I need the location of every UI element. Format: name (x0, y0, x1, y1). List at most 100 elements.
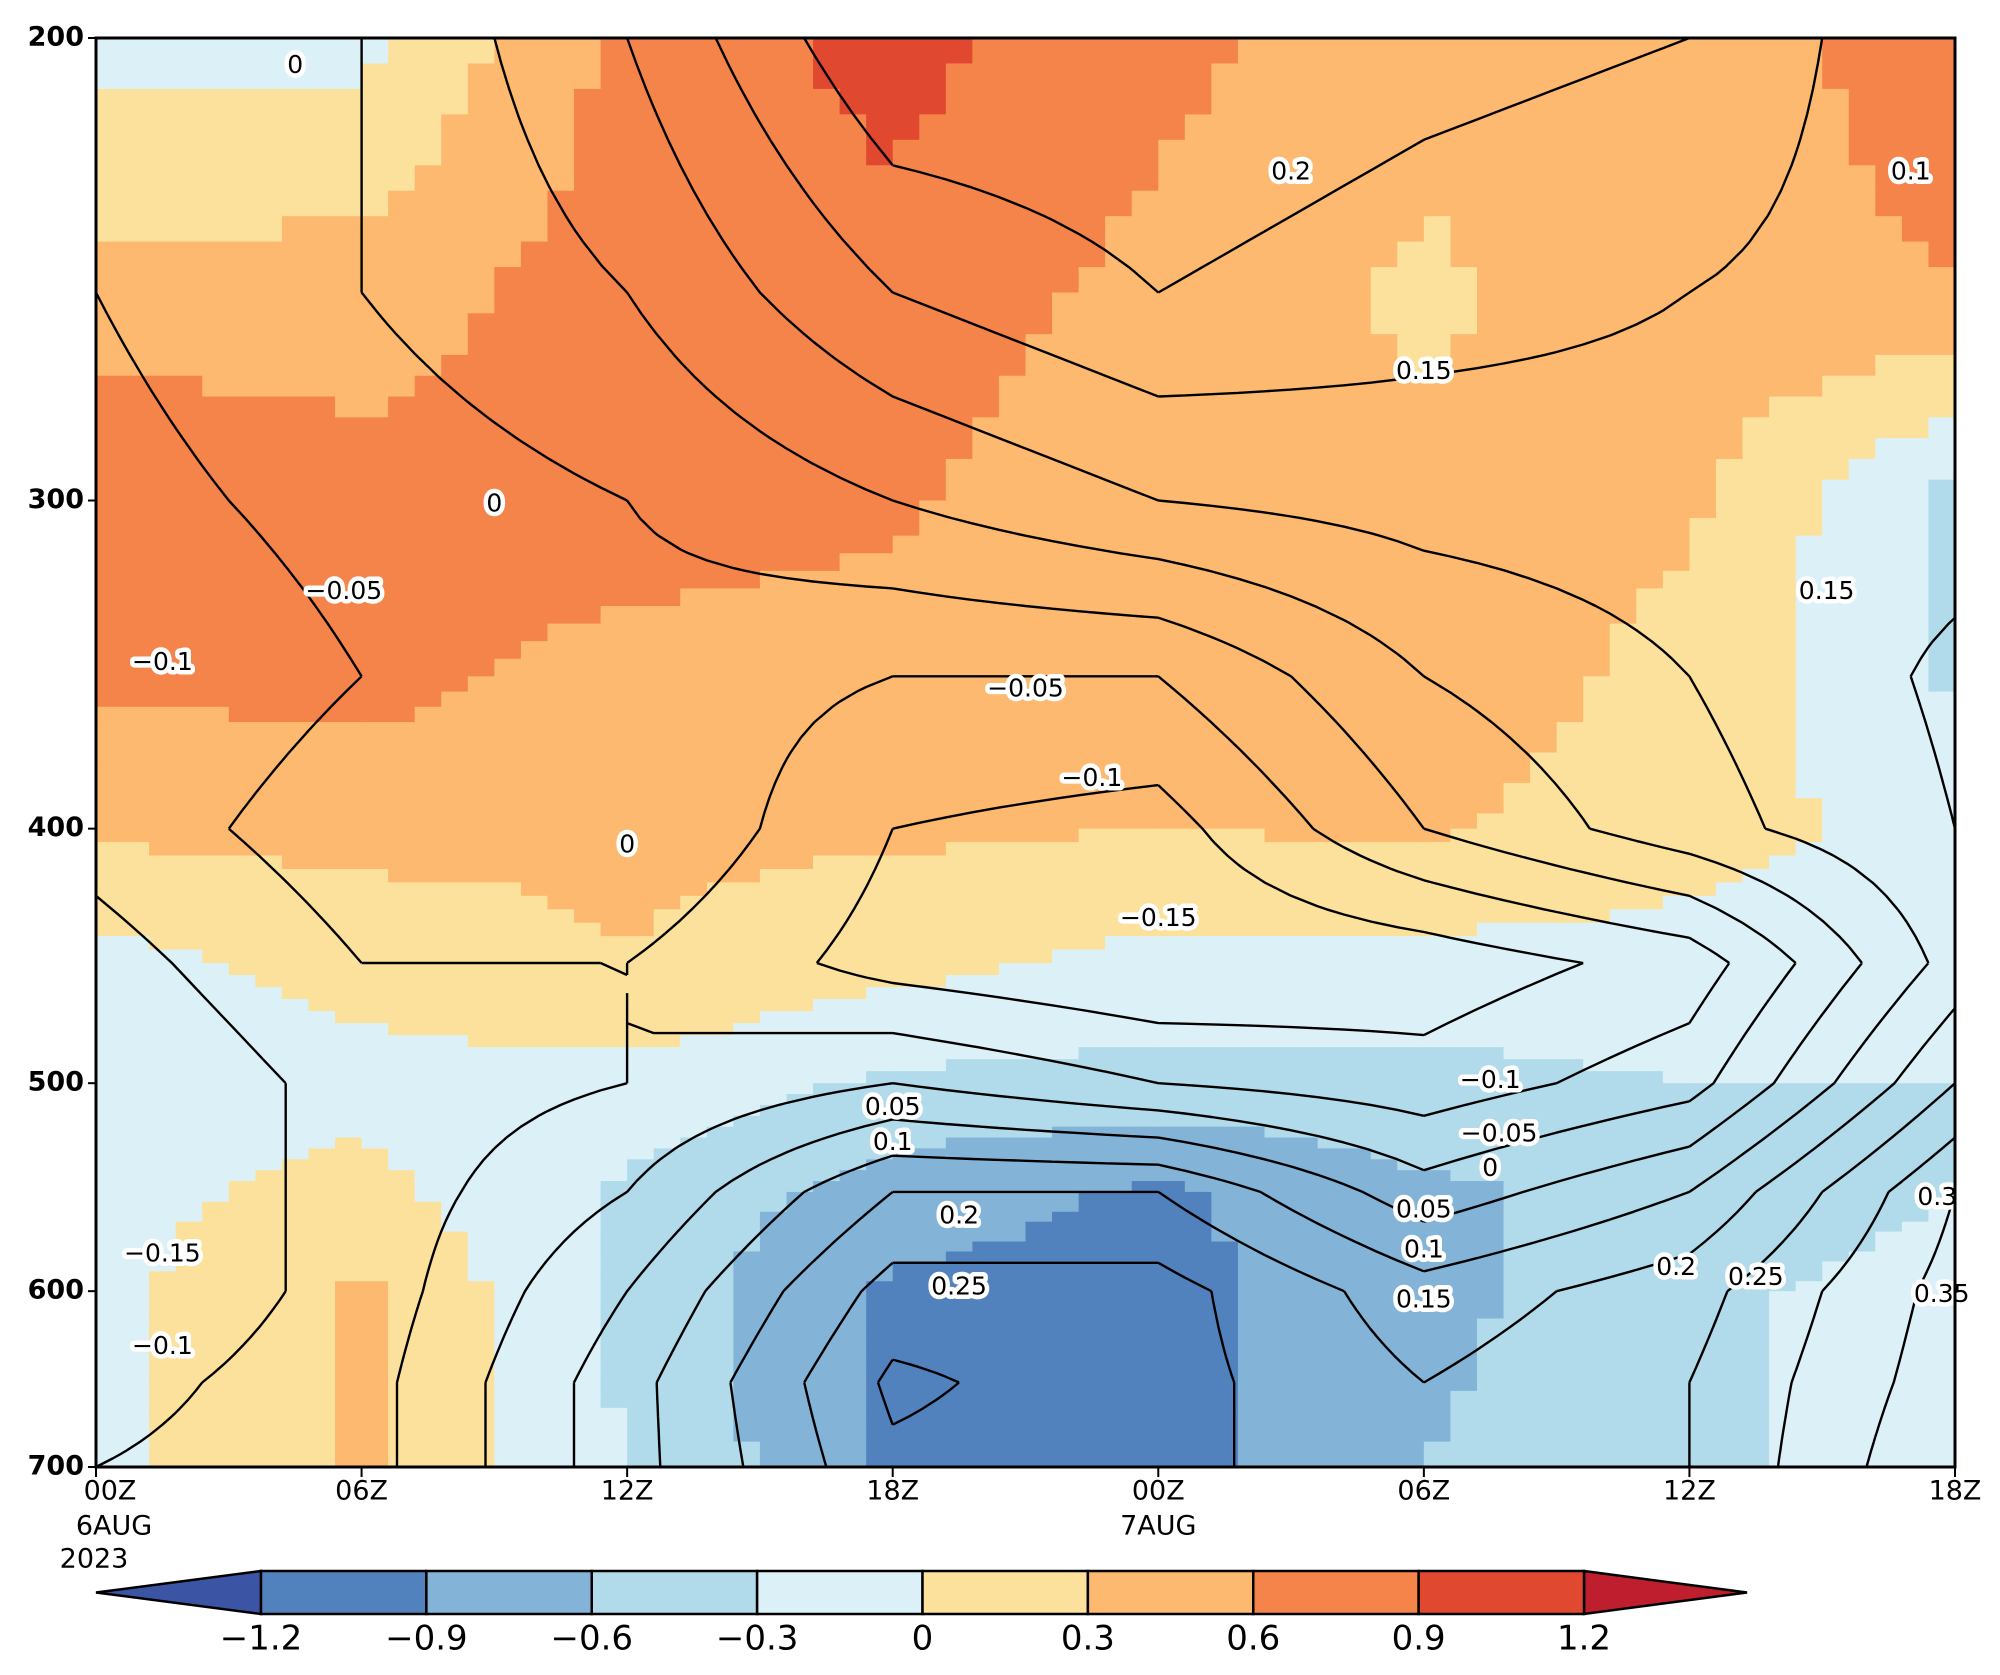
contour-label: 0 (486, 488, 502, 517)
shade-cell (361, 38, 628, 294)
x-tick-label: 12Z (1663, 1476, 1716, 1507)
contour-label: −0.1 (1062, 763, 1123, 792)
y-tick-label: 300 (28, 484, 84, 515)
shade-cell (96, 292, 363, 502)
shade-cell (627, 1382, 894, 1468)
shade-cell (96, 1382, 363, 1468)
contour-label: 0.3 (1917, 1182, 1957, 1211)
contour-label: −0.1 (132, 647, 193, 676)
x-tick-label: 06Z (1397, 1476, 1450, 1507)
contour-label: 0 (287, 50, 303, 79)
shade-cell (1423, 963, 1691, 1084)
contour-label: 0.1 (873, 1127, 913, 1156)
shade-cell (1158, 1291, 1425, 1384)
shade-cell (96, 676, 363, 830)
x-tick-label: 00Z (84, 1476, 137, 1507)
colorbar-extend-high (1582, 1569, 1748, 1616)
shade-cell (1423, 828, 1691, 964)
contour-line (360, 38, 1797, 1467)
colorbar-tick-label: 0.6 (1226, 1619, 1280, 1659)
shade-cell (892, 828, 1160, 964)
shade-cell (96, 963, 363, 1084)
shade-cell (892, 292, 1160, 502)
shading (96, 38, 1956, 1468)
colorbar-box (1417, 1569, 1586, 1616)
colorbar-box (755, 1569, 924, 1616)
contours (94, 36, 1957, 1469)
shade-cell (361, 1291, 628, 1384)
shade-cell (96, 38, 363, 294)
shade-cell (892, 1382, 1160, 1468)
contour-label: −0.15 (1120, 903, 1197, 932)
contour-line (714, 37, 1957, 1468)
contour-label: 0.15 (1396, 356, 1452, 385)
colorbar-box (259, 1569, 428, 1616)
shade-cell (892, 500, 1160, 678)
shade-cell (1423, 500, 1691, 678)
contour-label: 0.35 (1914, 1279, 1970, 1308)
y-tick-label: 200 (28, 22, 84, 53)
shade-cell (1423, 1382, 1691, 1468)
contour-label: −0.1 (1460, 1065, 1521, 1094)
colorbar-box (590, 1569, 759, 1616)
shade-cell (1158, 1382, 1425, 1468)
shade-cell (1689, 500, 1956, 678)
shade-cell (627, 676, 894, 830)
shade-cell (1158, 38, 1425, 294)
shade-cell (1423, 1191, 1691, 1292)
x-tick-label: 18Z (866, 1476, 919, 1507)
colorbar-tick-label: −0.6 (550, 1619, 633, 1659)
shade-cell (1158, 292, 1425, 502)
shade-cell (1423, 38, 1691, 294)
shade-cell (1158, 1083, 1425, 1193)
colorbar-tick-label: −0.9 (385, 1619, 468, 1659)
contour-label: 0.2 (1656, 1252, 1696, 1281)
shade-cell (361, 963, 628, 1084)
shade-cell (96, 500, 363, 678)
contour-label: 0.05 (865, 1092, 921, 1121)
shade-cell (1423, 676, 1691, 830)
contour-label: 0.15 (1799, 576, 1855, 605)
contour-line (803, 36, 1956, 1468)
shade-cell (96, 1191, 363, 1292)
colorbar-box (425, 1569, 593, 1616)
shade-cell (1689, 1382, 1956, 1468)
contour-label: −0.05 (987, 673, 1064, 702)
x-date-label: 6AUG (76, 1511, 152, 1542)
shade-cell (627, 828, 894, 964)
colorbar-box (1252, 1569, 1420, 1616)
colorbar-box (1086, 1569, 1255, 1616)
shade-cell (892, 676, 1160, 830)
shade-cell (627, 38, 894, 294)
shade-cell (1158, 500, 1425, 678)
colorbar-extend-low (95, 1569, 263, 1616)
colorbar-tick-label: −0.3 (716, 1619, 799, 1659)
contour-label: 0.1 (1891, 156, 1931, 185)
contour-label: 0.15 (1396, 1285, 1452, 1314)
contour-label: 0.1 (1404, 1235, 1444, 1264)
contour-label: −0.05 (306, 576, 383, 605)
shade-cell (627, 963, 894, 1084)
x-date-label: 7AUG (1120, 1511, 1196, 1542)
colorbar: −1.2 −0.9 −0.6 −0.3 0 0.3 0.6 0.9 1.2 (95, 1569, 1748, 1659)
shade-cell (361, 1382, 628, 1468)
shade-cell (627, 500, 894, 678)
x-tick-label: 06Z (335, 1476, 388, 1507)
shade-cell (892, 1191, 1160, 1292)
shade-cell (361, 1191, 628, 1292)
contour-label: 0.25 (931, 1271, 987, 1300)
y-tick-label: 500 (28, 1067, 84, 1098)
shade-cell (1689, 292, 1956, 502)
shade-cell (892, 38, 1160, 294)
contour-label: 0.25 (1728, 1262, 1784, 1291)
shade-cell (1158, 1191, 1425, 1292)
shade-cell (627, 292, 894, 502)
contour-label: 0.2 (939, 1201, 979, 1230)
colorbar-tick-label: −1.2 (220, 1619, 303, 1659)
shade-cell (1423, 1291, 1691, 1384)
shade-cell (892, 963, 1160, 1084)
x-tick-label: 00Z (1132, 1476, 1185, 1507)
shade-cell (1423, 292, 1691, 502)
shade-cell (627, 1191, 894, 1292)
